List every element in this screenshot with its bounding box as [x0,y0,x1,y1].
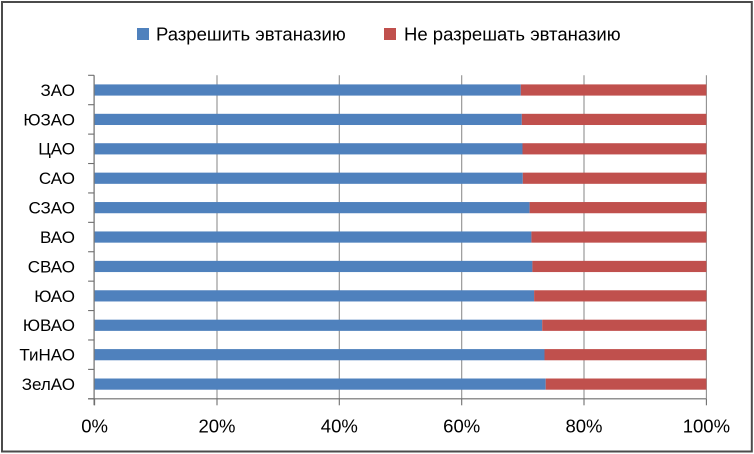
svg-text:ЦАО: ЦАО [38,140,75,159]
svg-text:ЮВАО: ЮВАО [23,316,75,335]
svg-text:40%: 40% [321,416,358,437]
svg-text:ВАО: ВАО [40,228,75,247]
svg-text:Разрешить эвтаназию: Разрешить эвтаназию [156,24,346,45]
svg-text:ЗелАО: ЗелАО [22,375,75,394]
svg-text:СВАО: СВАО [28,257,75,276]
svg-text:ЮЗАО: ЮЗАО [23,110,75,129]
svg-text:100%: 100% [683,416,730,437]
svg-text:СЗАО: СЗАО [28,199,75,218]
svg-text:80%: 80% [565,416,602,437]
svg-text:ЗАО: ЗАО [41,81,75,100]
svg-text:ТиНАО: ТиНАО [19,346,75,365]
svg-text:0%: 0% [81,416,108,437]
svg-text:20%: 20% [198,416,235,437]
svg-text:60%: 60% [443,416,480,437]
svg-text:ЮАО: ЮАО [34,287,75,306]
svg-text:Не разрешать эвтаназию: Не разрешать эвтаназию [404,24,621,45]
svg-text:САО: САО [39,169,75,188]
